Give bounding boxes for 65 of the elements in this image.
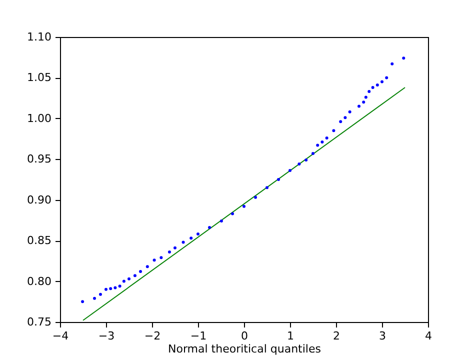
point — [385, 76, 388, 80]
point — [332, 129, 336, 132]
point — [118, 284, 122, 288]
point — [325, 136, 328, 140]
point — [304, 158, 308, 162]
y-tick-label: 1.05 — [27, 71, 52, 84]
y-tick-label: 0.95 — [27, 152, 52, 166]
y-tick-label: 1.10 — [27, 30, 52, 44]
point — [344, 116, 347, 120]
x-tick-label: 1 — [287, 330, 294, 342]
point — [114, 286, 117, 290]
x-tick-label: 3 — [379, 330, 386, 342]
point — [312, 152, 314, 155]
point — [196, 232, 200, 236]
point — [254, 196, 257, 199]
point — [376, 84, 379, 87]
point — [368, 90, 371, 94]
point — [109, 287, 112, 290]
point — [146, 265, 149, 268]
point — [358, 104, 360, 108]
point — [160, 256, 163, 260]
point — [364, 96, 368, 99]
point — [362, 100, 366, 104]
point — [371, 86, 374, 89]
point — [128, 277, 130, 280]
point — [231, 212, 234, 216]
point — [339, 120, 342, 124]
point — [220, 220, 223, 223]
x-tick-label: 2 — [333, 330, 340, 342]
x-tick-label: −3 — [98, 330, 115, 342]
point — [242, 204, 246, 208]
y-tick-label: 1.00 — [27, 112, 52, 125]
point — [168, 250, 171, 254]
point — [174, 246, 176, 250]
point — [348, 110, 352, 114]
point — [316, 144, 320, 147]
point — [104, 288, 108, 291]
y-tick-label: 0.80 — [27, 274, 52, 288]
x-tick-label: −1 — [190, 330, 207, 342]
point — [93, 296, 96, 300]
x-tick-label: 0 — [241, 330, 248, 342]
point — [182, 240, 185, 244]
point — [390, 62, 394, 66]
point — [266, 186, 268, 190]
point — [277, 178, 280, 181]
y-tick-label: 0.85 — [27, 234, 52, 248]
point — [98, 292, 102, 296]
point — [402, 56, 406, 60]
x-tick-label: −4 — [52, 330, 69, 342]
point — [320, 140, 324, 144]
point — [133, 274, 136, 278]
point — [288, 169, 292, 172]
point — [190, 236, 193, 240]
y-tick-label: 0.75 — [27, 316, 52, 328]
y-tick-label: 0.90 — [27, 193, 52, 206]
x-axis-title: Normal theoritical quantiles — [168, 342, 322, 356]
point — [380, 80, 384, 84]
x-tick-label: −2 — [144, 330, 161, 342]
point — [139, 270, 142, 274]
point — [208, 226, 211, 230]
point — [81, 300, 84, 304]
x-tick-label: 4 — [425, 330, 432, 342]
point — [298, 162, 301, 166]
point — [152, 258, 156, 262]
point — [122, 280, 126, 283]
